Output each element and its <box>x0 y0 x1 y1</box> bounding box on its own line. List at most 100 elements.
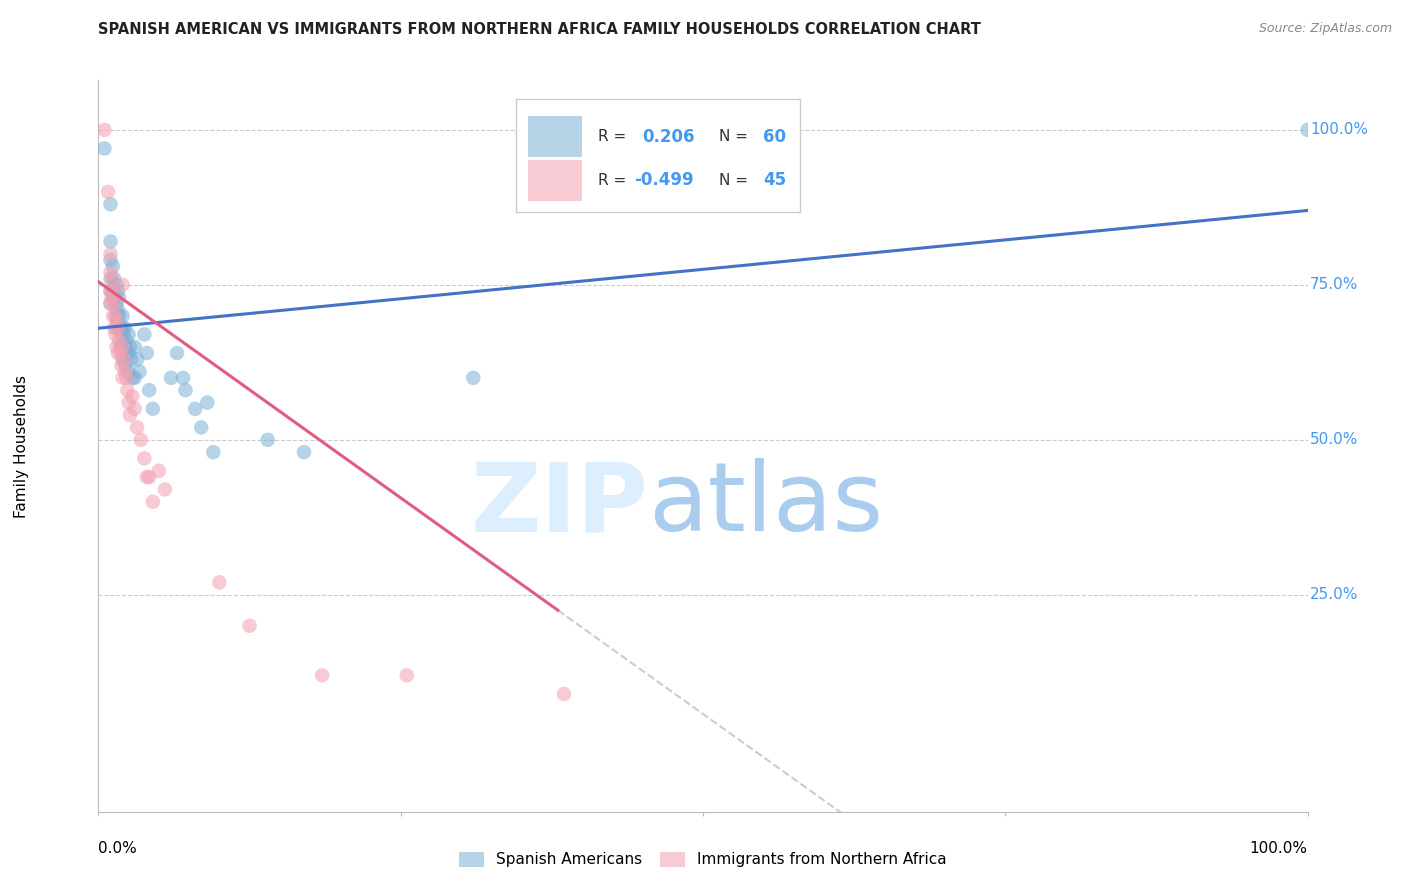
Point <box>104 327 127 342</box>
Point <box>111 340 134 354</box>
Point <box>121 371 143 385</box>
Point <box>114 340 136 354</box>
Point <box>105 277 128 292</box>
Point <box>118 346 141 360</box>
Point <box>111 277 134 292</box>
Text: 100.0%: 100.0% <box>1310 122 1368 137</box>
Point <box>553 687 575 701</box>
Point <box>101 284 124 298</box>
Point <box>118 395 141 409</box>
Point <box>190 420 212 434</box>
Point <box>202 445 225 459</box>
Point <box>166 346 188 360</box>
Point <box>128 365 150 379</box>
Point <box>121 389 143 403</box>
Text: SPANISH AMERICAN VS IMMIGRANTS FROM NORTHERN AFRICA FAMILY HOUSEHOLDS CORRELATIO: SPANISH AMERICAN VS IMMIGRANTS FROM NORT… <box>98 22 981 37</box>
Text: ZIP: ZIP <box>471 458 648 551</box>
Text: Family Households: Family Households <box>14 375 28 517</box>
Point <box>115 334 138 348</box>
Point <box>239 619 262 633</box>
Text: 75.0%: 75.0% <box>1310 277 1358 293</box>
Point <box>100 235 122 249</box>
Point <box>124 340 146 354</box>
Point <box>108 290 131 304</box>
Point <box>118 327 141 342</box>
Point <box>118 340 141 354</box>
Point <box>208 575 231 590</box>
Text: 0.0%: 0.0% <box>98 841 138 856</box>
Point <box>118 408 141 422</box>
Point <box>142 401 165 416</box>
Point <box>114 359 136 373</box>
Point <box>100 265 122 279</box>
Point <box>129 433 152 447</box>
Point <box>311 668 333 682</box>
Text: Source: ZipAtlas.com: Source: ZipAtlas.com <box>1258 22 1392 36</box>
Point <box>107 321 129 335</box>
Point <box>111 309 134 323</box>
Point <box>174 383 197 397</box>
Point <box>100 253 122 268</box>
Point <box>108 346 131 360</box>
Point <box>100 271 122 285</box>
Point <box>100 247 122 261</box>
Point <box>105 321 128 335</box>
Point <box>138 470 160 484</box>
Text: atlas: atlas <box>648 458 884 551</box>
Text: 60: 60 <box>763 128 786 145</box>
Point <box>118 365 141 379</box>
Point <box>107 346 129 360</box>
Text: 25.0%: 25.0% <box>1310 587 1358 602</box>
Point <box>127 420 149 434</box>
FancyBboxPatch shape <box>527 161 582 201</box>
Point <box>120 352 142 367</box>
Point <box>112 327 135 342</box>
Point <box>111 340 134 354</box>
Text: N =: N = <box>718 129 748 145</box>
Text: 45: 45 <box>763 171 786 189</box>
Point <box>1296 123 1319 137</box>
Point <box>100 284 122 298</box>
Point <box>108 321 131 335</box>
Point <box>115 371 138 385</box>
Point <box>138 383 160 397</box>
Point <box>111 371 134 385</box>
Point <box>463 371 485 385</box>
Point <box>110 327 132 342</box>
Point <box>105 340 128 354</box>
Point <box>107 302 129 317</box>
FancyBboxPatch shape <box>527 117 582 157</box>
Point <box>148 464 170 478</box>
Text: 0.206: 0.206 <box>643 128 695 145</box>
Point <box>108 309 131 323</box>
Point <box>292 445 315 459</box>
Point <box>111 352 134 367</box>
Text: N =: N = <box>718 173 748 188</box>
Point <box>256 433 278 447</box>
Point <box>105 296 128 310</box>
Point <box>100 271 122 285</box>
Point <box>124 401 146 416</box>
Text: R =: R = <box>598 173 626 188</box>
Point <box>107 315 129 329</box>
Point <box>101 259 124 273</box>
Point <box>184 401 207 416</box>
Point <box>112 352 135 367</box>
Point <box>103 296 125 310</box>
Point <box>101 309 124 323</box>
Point <box>108 340 131 354</box>
Text: R =: R = <box>598 129 626 145</box>
Point <box>100 296 122 310</box>
Point <box>110 359 132 373</box>
FancyBboxPatch shape <box>516 99 800 212</box>
Point <box>111 321 134 335</box>
Point <box>100 296 122 310</box>
Point <box>153 483 176 497</box>
Point <box>114 321 136 335</box>
Point <box>127 352 149 367</box>
Point <box>101 284 124 298</box>
Point <box>100 290 122 304</box>
Point <box>160 371 183 385</box>
Point <box>103 271 125 285</box>
Point <box>100 197 122 211</box>
